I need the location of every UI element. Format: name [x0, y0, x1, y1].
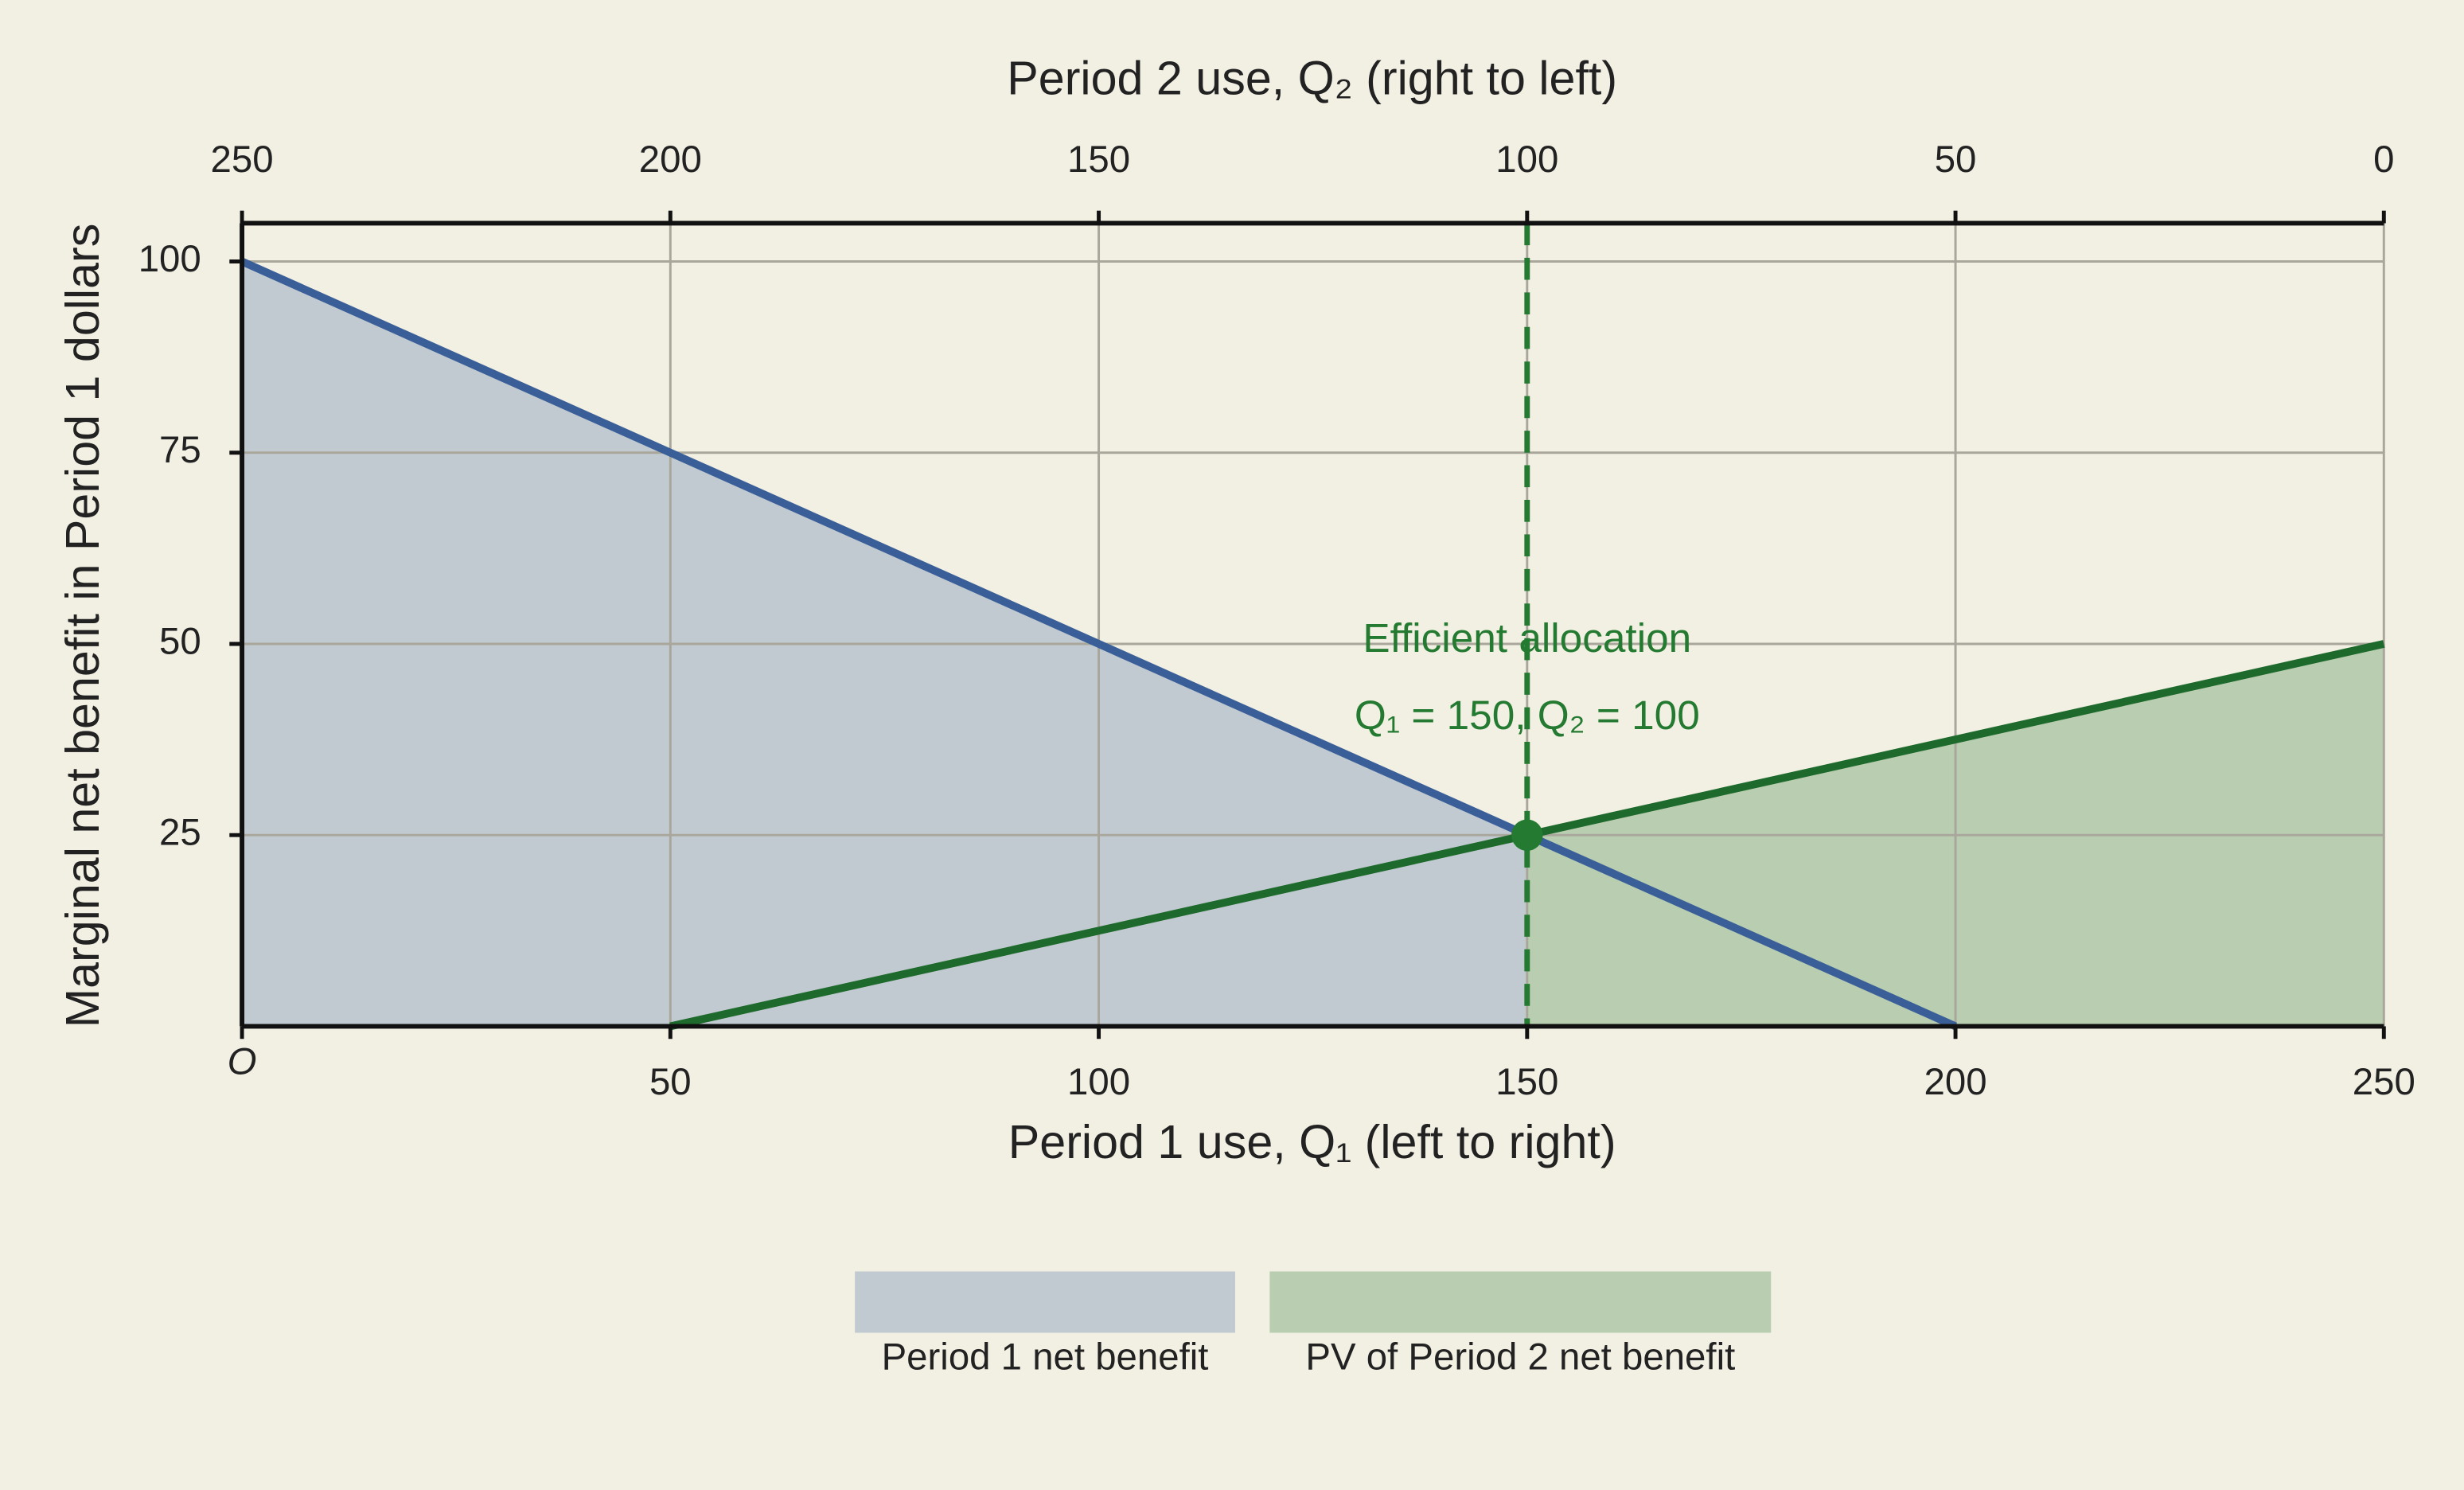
- y-tick-label: 100: [138, 238, 201, 280]
- y-tick-label: 50: [159, 620, 201, 662]
- x-tick-label: 250: [2353, 1061, 2415, 1103]
- x2-tick-label: 50: [1935, 138, 1977, 181]
- x2-tick-label: 0: [2373, 138, 2394, 181]
- x-tick-label: 50: [649, 1061, 692, 1103]
- x-tick-label: O: [228, 1040, 257, 1082]
- annotation: Q₁ = 150, Q₂ = 100: [1355, 692, 1700, 738]
- x2-axis-label: Period 2 use, Q₂ (right to left): [1007, 51, 1617, 104]
- legend-swatch: [1269, 1271, 1772, 1333]
- y-axis-label: Marginal net benefit in Period 1 dollars: [56, 224, 109, 1028]
- y-tick-label: 75: [159, 429, 201, 471]
- x2-tick-label: 150: [1067, 138, 1130, 181]
- legend-label: PV of Period 2 net benefit: [1305, 1336, 1735, 1379]
- x2-tick-label: 250: [211, 138, 274, 181]
- x-axis-label: Period 1 use, Q₁ (left to right): [1008, 1115, 1616, 1168]
- x2-tick-label: 100: [1495, 138, 1558, 181]
- x-tick-label: 200: [1924, 1061, 1987, 1103]
- equilibrium-point: [1511, 819, 1543, 851]
- x-tick-label: 100: [1067, 1061, 1130, 1103]
- legend-swatch: [855, 1271, 1235, 1333]
- line: [240, 258, 1958, 1030]
- x-tick-label: 150: [1495, 1061, 1558, 1103]
- legend-label: Period 1 net benefit: [882, 1336, 1209, 1379]
- annotation: Efficient allocation: [1363, 615, 1691, 661]
- y-tick-label: 25: [159, 812, 201, 854]
- x2-tick-label: 200: [639, 138, 702, 181]
